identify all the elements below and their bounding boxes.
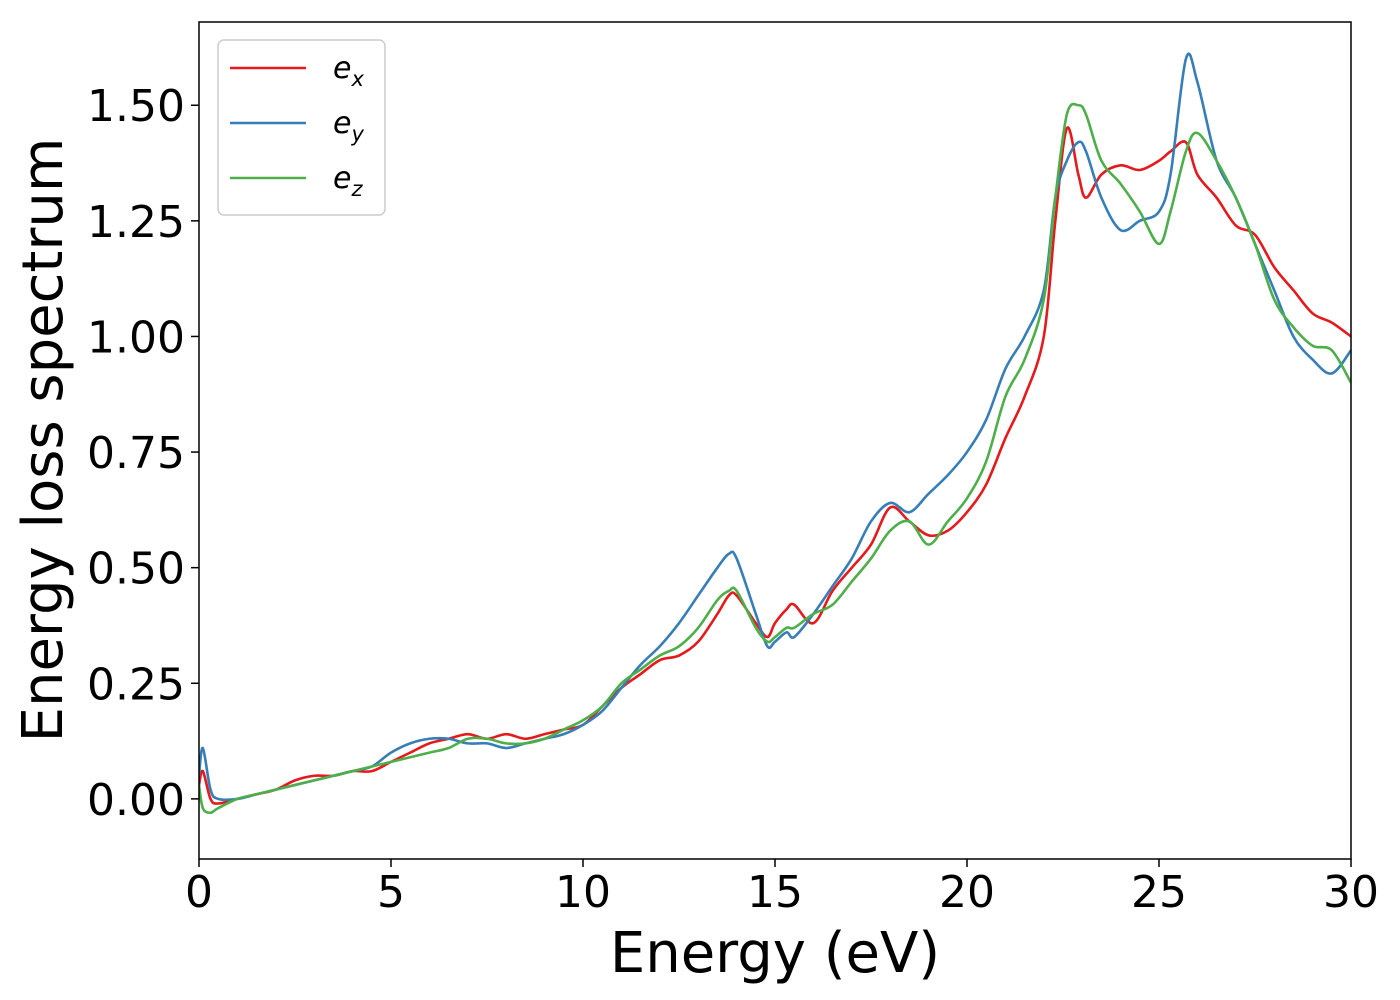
x-tick-label: 5	[377, 867, 405, 918]
x-axis-label: Energy (eV)	[610, 921, 940, 986]
y-tick-label: 0.75	[87, 428, 185, 479]
legend-label-ex: ex	[333, 51, 364, 91]
x-tick-label: 25	[1131, 867, 1187, 918]
legend-box	[217, 39, 386, 216]
x-tick-label: 30	[1323, 867, 1379, 918]
x-tick-label: 20	[939, 867, 995, 918]
y-tick-label: 1.00	[87, 312, 185, 363]
x-axis: 0 5 10 15 20 25 30	[185, 859, 1379, 918]
series-line-ey	[199, 52, 1351, 802]
y-tick-label: 0.50	[87, 544, 185, 595]
legend: ex ey ez	[217, 39, 386, 216]
x-tick-label: 10	[555, 867, 611, 918]
series-line-ez	[199, 102, 1351, 815]
y-axis-label: Energy loss spectrum	[11, 138, 76, 743]
y-tick-label: 1.25	[87, 197, 185, 248]
series-line-ex	[199, 126, 1351, 805]
x-tick-label: 15	[747, 867, 803, 918]
legend-label-ez: ez	[333, 161, 363, 201]
x-tick-label: 0	[185, 867, 213, 918]
plot-lines	[199, 52, 1351, 815]
y-tick-label: 0.00	[87, 775, 185, 826]
legend-label-ey: ey	[333, 106, 364, 146]
y-axis: 0.00 0.25 0.50 0.75 1.00 1.25 1.50	[87, 81, 199, 826]
y-tick-label: 0.25	[87, 659, 185, 710]
y-tick-label: 1.50	[87, 81, 185, 132]
